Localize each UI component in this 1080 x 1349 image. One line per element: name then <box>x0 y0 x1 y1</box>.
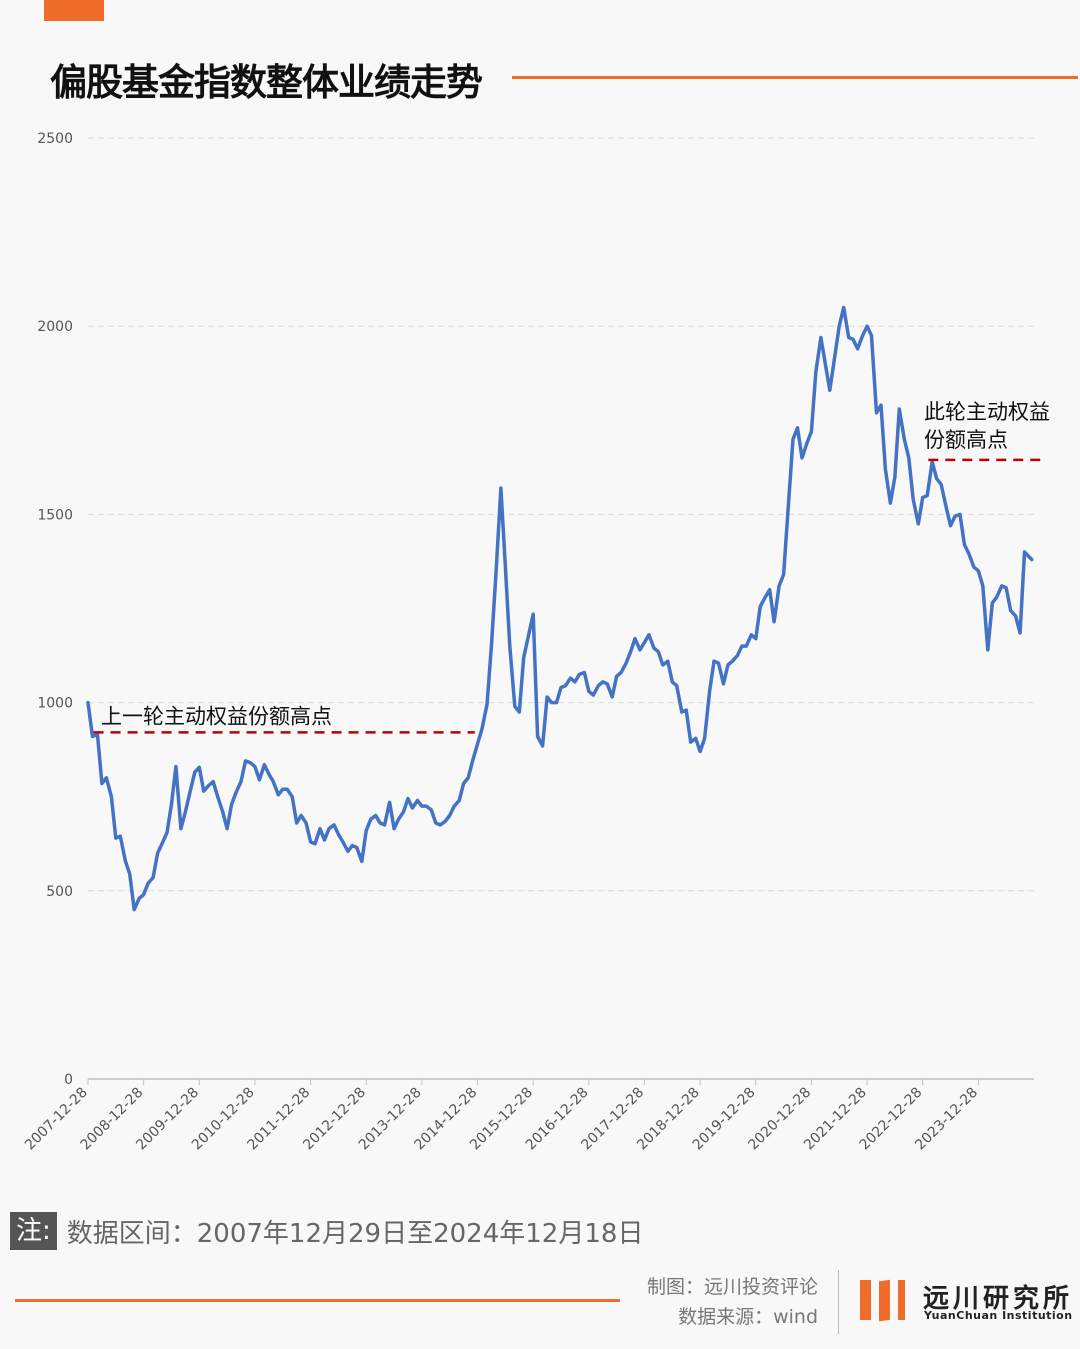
y-tick-label-2000: 2000 <box>37 319 73 335</box>
credits-divider <box>838 1270 839 1334</box>
logo-subtitle: YuanChuan Institution <box>924 1309 1073 1322</box>
logo-icon <box>860 1279 905 1322</box>
y-tick-label-500: 500 <box>46 884 73 900</box>
note-tag: 注: <box>10 1212 57 1250</box>
line-chart: 050010001500200025002007-12-282008-12-28… <box>22 131 1050 1153</box>
page-title: 偏股基金指数整体业绩走势 <box>50 61 483 104</box>
y-tick-label-0: 0 <box>64 1072 73 1088</box>
y-tick-label-1500: 1500 <box>37 507 73 523</box>
note-bar: 注: 数据区间：2007年12月29日至2024年12月18日 <box>10 1212 643 1250</box>
annotation-label-current-high-0: 此轮主动权益 <box>924 400 1050 424</box>
y-tick-label-1000: 1000 <box>37 696 73 712</box>
credits: 制图：远川投资评论 数据来源：wind <box>647 1272 818 1332</box>
annotation-label-prev-high: 上一轮主动权益份额高点 <box>101 704 332 728</box>
note-text: 数据区间：2007年12月29日至2024年12月18日 <box>66 1218 644 1249</box>
logo-name: 远川研究所 <box>923 1284 1074 1314</box>
title-underline <box>512 76 1078 79</box>
header-accent-block <box>44 0 104 21</box>
credit-source: 数据来源：wind <box>678 1306 818 1328</box>
series-line-0 <box>86 305 1034 912</box>
y-tick-label-2500: 2500 <box>37 131 73 147</box>
footer-divider <box>15 1299 620 1302</box>
annotation-label-current-high-1: 份额高点 <box>924 428 1008 452</box>
credit-maker: 制图：远川投资评论 <box>646 1276 818 1298</box>
